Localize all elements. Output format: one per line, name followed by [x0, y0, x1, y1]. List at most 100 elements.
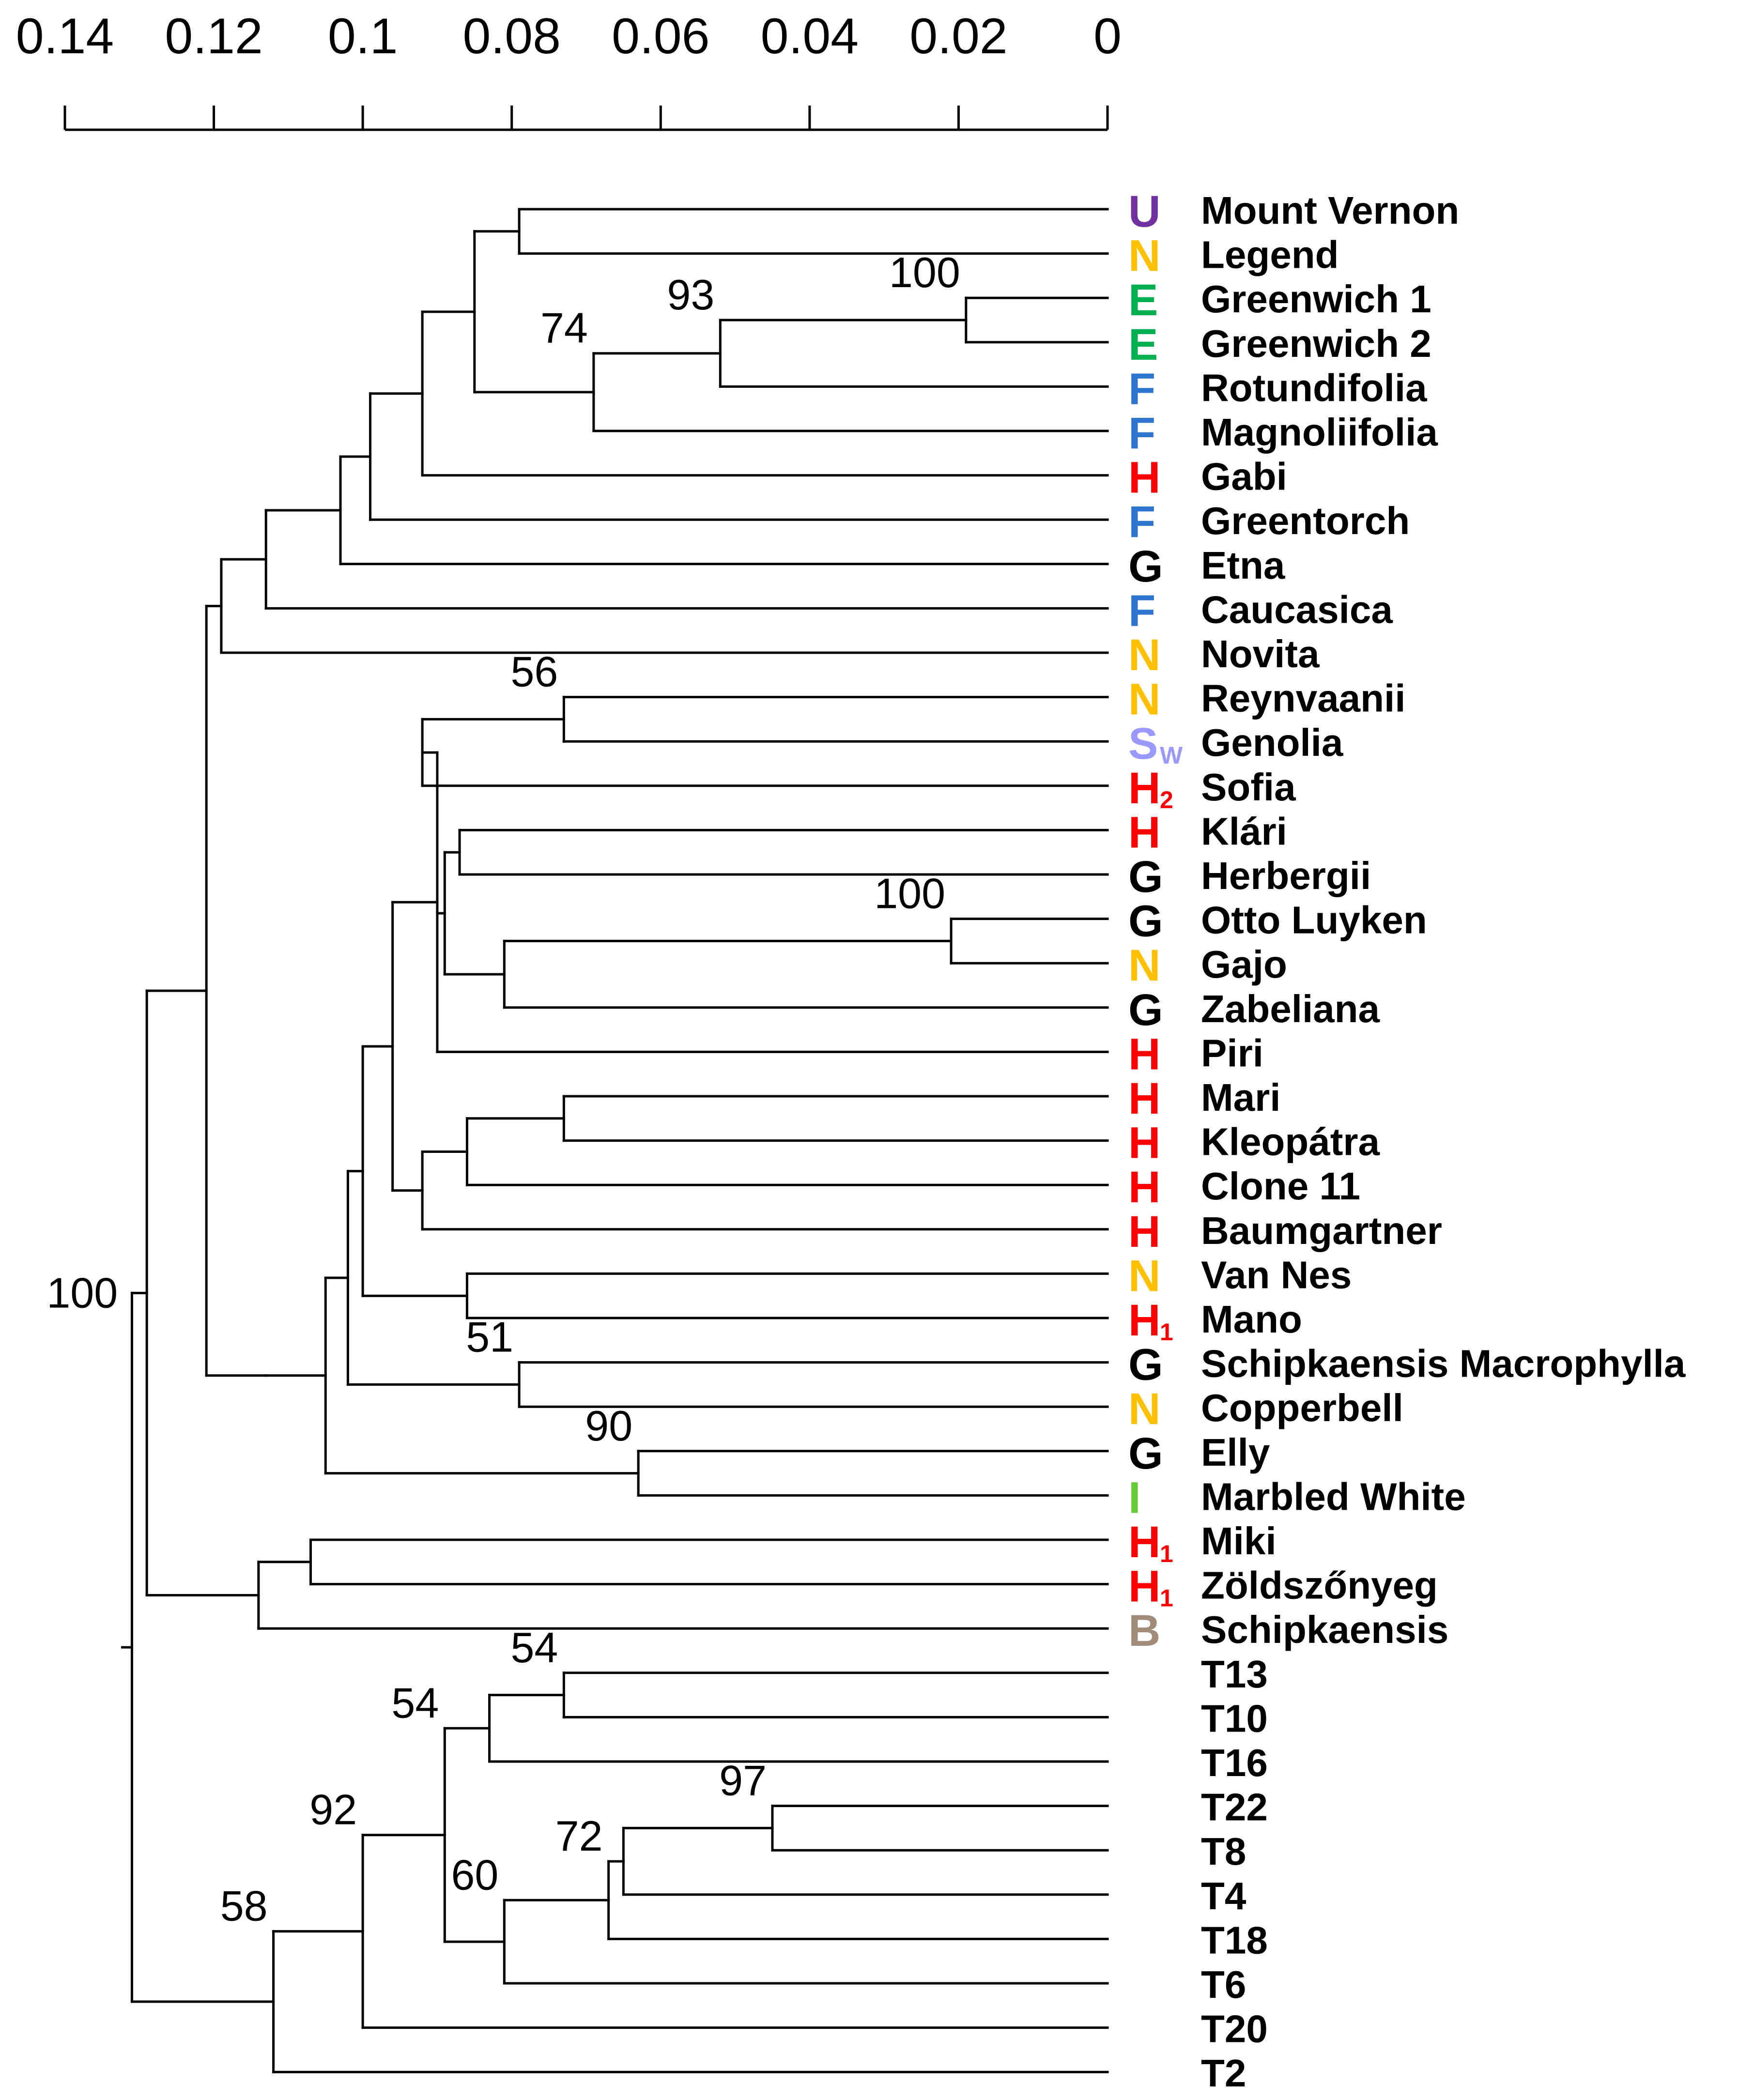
- leaf-label-25: N Van Nes: [1128, 1251, 1352, 1301]
- bootstrap-value: 100: [46, 1269, 118, 1317]
- group-code-subscript: 1: [1160, 1585, 1173, 1612]
- group-code: H: [1128, 1119, 1160, 1168]
- bootstrap-values: 100 93 74 56 100 51 90 100 54 97 72 60 54 92 58: [46, 248, 960, 1930]
- group-code: B: [1128, 1606, 1160, 1655]
- axis-tick-label: 0.12: [165, 8, 262, 64]
- taxon-name: Sofia: [1201, 766, 1296, 809]
- leaf-label-16: G Herbergii: [1128, 852, 1371, 902]
- leaf-label-40: T18: [1201, 1918, 1268, 1962]
- taxon-name: Copperbell: [1201, 1386, 1403, 1429]
- leaf-label-36: T16: [1201, 1741, 1268, 1784]
- group-code: H: [1128, 1562, 1160, 1611]
- group-code: N: [1128, 1384, 1160, 1434]
- leaf-label-26: H1 Mano: [1128, 1296, 1302, 1346]
- taxon-name: Marbled White: [1201, 1475, 1466, 1518]
- taxon-name: Mount Vernon: [1201, 189, 1459, 232]
- group-code: I: [1128, 1473, 1141, 1522]
- taxon-name: Van Nes: [1201, 1253, 1352, 1296]
- leaf-label-41: T6: [1201, 1963, 1246, 2006]
- leaf-label-42: T20: [1201, 2008, 1268, 2051]
- leaf-label-24: H Baumgartner: [1128, 1207, 1442, 1257]
- taxon-name: Legend: [1201, 233, 1339, 276]
- group-code: H: [1128, 1207, 1160, 1257]
- axis-tick-label: 0: [1093, 8, 1122, 64]
- taxon-name: Mano: [1201, 1298, 1302, 1341]
- leaf-label-31: H1 Miki: [1128, 1518, 1277, 1567]
- leaf-label-18: N Gajo: [1128, 941, 1287, 990]
- leaf-label-39: T4: [1201, 1874, 1247, 1917]
- leaf-label-12: N Reynvaanii: [1128, 675, 1405, 724]
- leaf-label-28: N Copperbell: [1128, 1384, 1403, 1434]
- axis-tick-label: 0.1: [328, 8, 398, 64]
- bootstrap-value: 93: [667, 271, 714, 319]
- group-code: E: [1128, 276, 1158, 325]
- taxon-name: Gabi: [1201, 455, 1287, 498]
- taxon-name: Caucasica: [1201, 588, 1393, 631]
- group-code: S: [1128, 719, 1158, 768]
- leaf-label-11: N Novita: [1128, 630, 1320, 680]
- leaf-label-20: H Piri: [1128, 1029, 1263, 1079]
- group-code: H: [1128, 1163, 1160, 1212]
- group-code: H: [1128, 764, 1160, 813]
- bootstrap-value: 51: [466, 1313, 513, 1361]
- tree-branches: [121, 208, 1109, 2073]
- taxon-name: T13: [1201, 1653, 1268, 1696]
- taxon-name: T2: [1201, 2052, 1246, 2095]
- bootstrap-value: 92: [309, 1786, 357, 1834]
- leaf-label-19: G Zabeliana: [1128, 985, 1380, 1035]
- taxon-name: Klári: [1201, 810, 1287, 853]
- taxon-name: T10: [1201, 1697, 1268, 1740]
- taxon-name: T22: [1201, 1786, 1268, 1829]
- group-code: N: [1128, 675, 1160, 724]
- leaf-label-8: F Greentorch: [1128, 497, 1410, 547]
- leaf-label-35: T10: [1201, 1697, 1268, 1740]
- group-code: F: [1128, 364, 1155, 414]
- taxon-name: Gajo: [1201, 943, 1287, 986]
- leaf-label-21: H Mari: [1128, 1074, 1281, 1123]
- taxon-name: Greenwich 2: [1201, 322, 1431, 365]
- leaf-label-4: E Greenwich 2: [1128, 320, 1431, 369]
- taxon-name: Clone 11: [1201, 1165, 1360, 1208]
- group-code: N: [1128, 231, 1160, 281]
- leaf-label-3: E Greenwich 1: [1128, 276, 1431, 325]
- taxon-name: T8: [1201, 1830, 1246, 1873]
- group-code: H: [1128, 808, 1160, 857]
- leaf-label-32: H1 Zöldszőnyeg: [1128, 1562, 1438, 1612]
- bootstrap-value: 54: [510, 1624, 558, 1671]
- group-code: G: [1128, 897, 1163, 946]
- taxon-name: Schipkaensis Macrophylla: [1201, 1342, 1686, 1385]
- bootstrap-value: 100: [874, 870, 945, 918]
- taxon-name: Greenwich 1: [1201, 277, 1431, 321]
- leaf-label-15: H Klári: [1128, 808, 1287, 857]
- group-code: F: [1128, 586, 1155, 635]
- group-code: H: [1128, 1296, 1160, 1345]
- distance-scale-axis: 0.14 0.12 0.1 0.08 0.06 0.04 0.02 0: [16, 8, 1122, 131]
- bootstrap-value: 56: [510, 648, 558, 696]
- taxon-name: T20: [1201, 2008, 1268, 2051]
- axis-tick-label: 0.14: [16, 8, 114, 64]
- taxon-name: Genolia: [1201, 721, 1343, 764]
- bootstrap-value: 60: [451, 1851, 498, 1899]
- taxon-name: Mari: [1201, 1076, 1281, 1119]
- taxon-name: Magnoliifolia: [1201, 411, 1438, 454]
- leaf-label-29: G Elly: [1128, 1429, 1270, 1478]
- leaf-label-7: H Gabi: [1128, 453, 1287, 503]
- leaf-label-14: H2 Sofia: [1128, 764, 1296, 813]
- taxon-name: Novita: [1201, 632, 1320, 675]
- leaf-label-43: T2: [1201, 2052, 1246, 2095]
- taxon-name: Otto Luyken: [1201, 899, 1427, 942]
- group-code: E: [1128, 320, 1158, 369]
- taxon-name: T18: [1201, 1918, 1268, 1962]
- leaf-label-37: T22: [1201, 1786, 1268, 1829]
- bootstrap-value: 54: [391, 1679, 439, 1727]
- leaf-label-2: N Legend: [1128, 231, 1339, 281]
- group-code: N: [1128, 1251, 1160, 1301]
- leaf-label-13: S W Genolia: [1128, 719, 1343, 769]
- bootstrap-value: 100: [889, 248, 960, 296]
- leaf-label-22: H Kleopátra: [1128, 1119, 1380, 1168]
- leaf-label-27: G Schipkaensis Macrophylla: [1128, 1340, 1686, 1390]
- axis-tick-label: 0.04: [761, 8, 859, 64]
- leaf-label-6: F Magnoliifolia: [1128, 409, 1438, 458]
- leaf-label-1: U Mount Vernon: [1128, 187, 1459, 236]
